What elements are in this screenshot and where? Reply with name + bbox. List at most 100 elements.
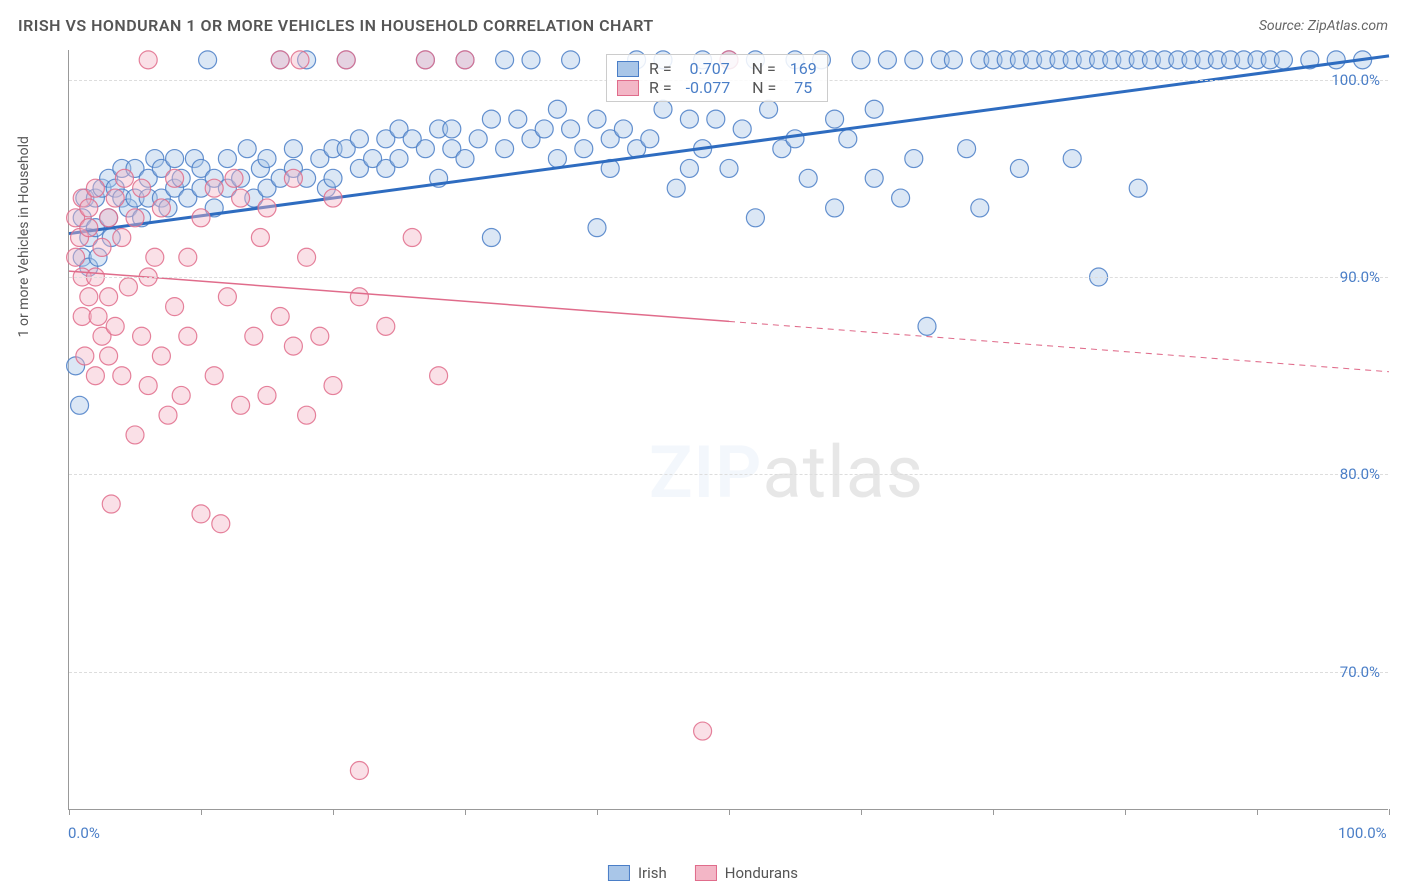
data-point: [284, 140, 302, 158]
data-point: [390, 150, 408, 168]
data-point: [67, 248, 85, 266]
data-point: [192, 209, 210, 227]
y-tick-label: 90.0%: [1340, 268, 1380, 286]
data-point: [575, 140, 593, 158]
x-tick: [1125, 809, 1126, 815]
data-point: [443, 120, 461, 138]
data-point: [113, 367, 131, 385]
data-point: [93, 238, 111, 256]
data-point: [535, 120, 553, 138]
data-point: [86, 179, 104, 197]
stat-r-value: -0.077: [686, 78, 731, 97]
data-point: [548, 100, 566, 118]
data-point: [614, 120, 632, 138]
data-point: [694, 722, 712, 740]
data-point: [786, 130, 804, 148]
data-point: [1010, 159, 1028, 177]
data-point: [102, 495, 120, 513]
data-point: [271, 307, 289, 325]
data-point: [133, 327, 151, 345]
stats-row: R = 0.707 N = 169: [617, 59, 817, 78]
stat-r-label: R =: [649, 78, 676, 97]
stats-row: R = -0.077 N = 75: [617, 78, 817, 97]
series-swatch: [617, 61, 639, 77]
data-point: [205, 367, 223, 385]
data-point: [284, 337, 302, 355]
stat-n-label: N =: [740, 59, 780, 78]
y-tick-label: 80.0%: [1340, 465, 1380, 483]
data-point: [680, 110, 698, 128]
data-point: [126, 426, 144, 444]
trend-line-dashed: [729, 321, 1389, 371]
data-point: [350, 288, 368, 306]
data-point: [225, 169, 243, 187]
data-point: [588, 110, 606, 128]
data-point: [89, 307, 107, 325]
data-point: [324, 189, 342, 207]
y-axis-label: 1 or more Vehicles in Household: [16, 136, 32, 337]
data-point: [172, 386, 190, 404]
data-point: [680, 159, 698, 177]
data-point: [238, 140, 256, 158]
data-point: [416, 140, 434, 158]
data-point: [324, 377, 342, 395]
data-point: [918, 317, 936, 335]
data-point: [232, 189, 250, 207]
data-point: [482, 110, 500, 128]
data-point: [284, 169, 302, 187]
legend: Irish Hondurans: [608, 864, 798, 882]
chart-header: IRISH VS HONDURAN 1 OR MORE VEHICLES IN …: [18, 16, 1388, 35]
series-swatch: [617, 80, 639, 96]
plot-area: ZIPatlas 70.0%80.0%90.0%100.0%: [68, 50, 1388, 810]
data-point: [199, 51, 217, 69]
data-point: [251, 229, 269, 247]
x-tick-label: 0.0%: [68, 824, 100, 842]
x-tick-label: 100.0%: [1338, 824, 1387, 842]
data-point: [654, 100, 672, 118]
data-point: [76, 347, 94, 365]
data-point: [746, 209, 764, 227]
data-point: [720, 159, 738, 177]
chart-svg: [69, 50, 1388, 809]
x-tick: [201, 809, 202, 815]
x-tick: [465, 809, 466, 815]
data-point: [298, 406, 316, 424]
data-point: [179, 327, 197, 345]
data-point: [212, 515, 230, 533]
data-point: [707, 110, 725, 128]
data-point: [509, 110, 527, 128]
data-point: [377, 317, 395, 335]
data-point: [562, 120, 580, 138]
data-point: [1274, 51, 1292, 69]
gridline: [69, 277, 1388, 278]
data-point: [350, 762, 368, 780]
data-point: [179, 248, 197, 266]
data-point: [245, 327, 263, 345]
legend-item: Hondurans: [695, 864, 798, 882]
data-point: [271, 51, 289, 69]
data-point: [80, 199, 98, 217]
data-point: [80, 219, 98, 237]
data-point: [403, 229, 421, 247]
data-point: [865, 169, 883, 187]
stat-n-value: 169: [790, 59, 817, 78]
data-point: [1327, 51, 1345, 69]
data-point: [905, 51, 923, 69]
data-point: [119, 278, 137, 296]
data-point: [878, 51, 896, 69]
x-tick: [1257, 809, 1258, 815]
chart-title: IRISH VS HONDURAN 1 OR MORE VEHICLES IN …: [18, 16, 654, 35]
data-point: [562, 51, 580, 69]
data-point: [298, 248, 316, 266]
data-point: [865, 100, 883, 118]
x-tick: [1389, 809, 1390, 815]
data-point: [971, 199, 989, 217]
data-point: [139, 377, 157, 395]
data-point: [496, 51, 514, 69]
data-point: [337, 51, 355, 69]
legend-label: Irish: [638, 864, 667, 882]
data-point: [416, 51, 434, 69]
data-point: [113, 229, 131, 247]
data-point: [152, 199, 170, 217]
data-point: [852, 51, 870, 69]
